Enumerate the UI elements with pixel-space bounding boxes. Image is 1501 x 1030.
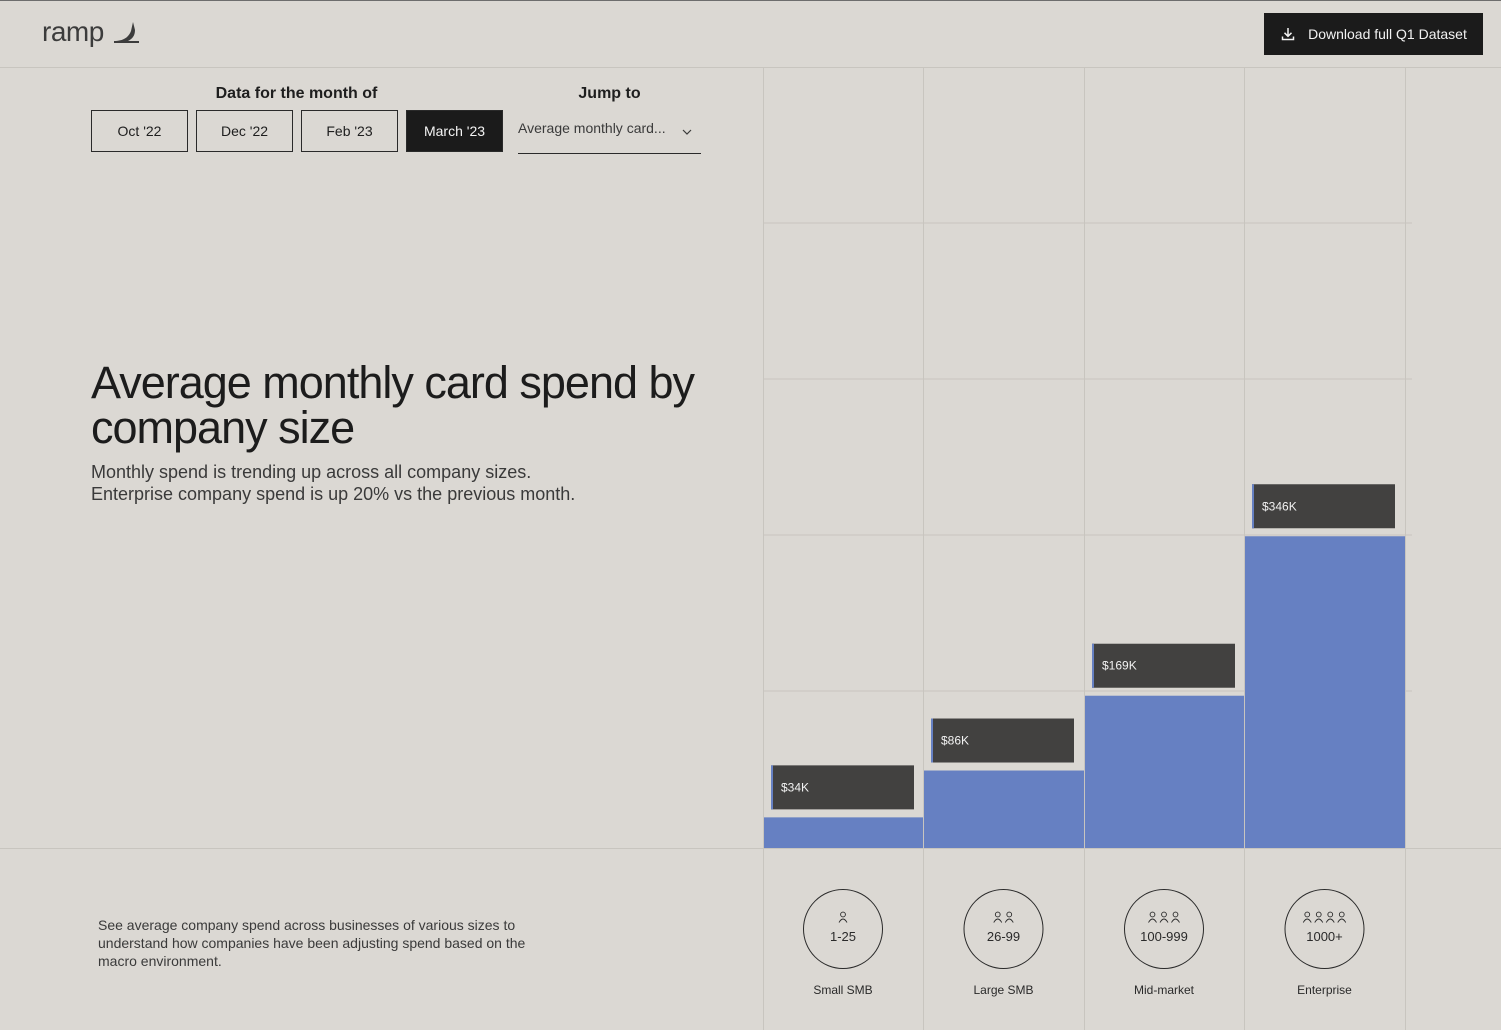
- header-divider: [0, 67, 1501, 68]
- chevron-down-icon: [682, 129, 692, 135]
- page-description: Monthly spend is trending up across all …: [91, 461, 691, 505]
- category-name-3: Enterprise: [1297, 983, 1352, 997]
- category-badge-2: [1124, 889, 1204, 969]
- category-badge-3: [1284, 889, 1365, 969]
- download-icon: [1281, 28, 1295, 41]
- category-code-1: 26-99: [987, 929, 1020, 944]
- jump-to-value: Average monthly card...: [518, 120, 666, 136]
- value-label-accent-2: [1092, 643, 1094, 688]
- category-code-2: 100-999: [1140, 929, 1188, 944]
- month-tabs: Oct '22 Dec '22 Feb '23 March '23: [91, 110, 503, 152]
- value-label-box-0: [771, 765, 914, 810]
- tab-oct-22[interactable]: Oct '22: [91, 110, 188, 152]
- value-label-2: $169K: [1102, 659, 1137, 673]
- value-label-accent-3: [1252, 484, 1254, 529]
- footer-divider: [0, 848, 1501, 849]
- category-name-0: Small SMB: [813, 983, 872, 997]
- tab-feb-23[interactable]: Feb '23: [301, 110, 398, 152]
- value-label-1: $86K: [941, 734, 969, 748]
- page-title: Average monthly card spend by company si…: [91, 357, 695, 453]
- jump-heading: Jump to: [578, 85, 641, 102]
- description-line-1: Monthly spend is trending up across all …: [91, 462, 532, 482]
- ramp-mark-icon: [113, 22, 139, 43]
- bar-2: [1084, 695, 1244, 848]
- ramp-logo[interactable]: ramp: [42, 16, 140, 48]
- logo-text: ramp: [42, 16, 104, 47]
- value-label-box-1: [931, 718, 1074, 763]
- value-label-accent-1: [931, 718, 933, 763]
- category-badge-0: [803, 889, 883, 969]
- people-icon: [1302, 911, 1347, 923]
- category-name-1: Large SMB: [973, 983, 1033, 997]
- value-label-0: $34K: [781, 780, 809, 794]
- footer-description: See average company spend across busines…: [98, 917, 526, 969]
- category-code-3: 1000+: [1306, 929, 1343, 944]
- description-line-2: Enterprise company spend is up 20% vs th…: [91, 484, 576, 504]
- value-label-box-2: [1092, 643, 1235, 688]
- bar-1: [923, 770, 1084, 848]
- people-icon: [993, 911, 1014, 923]
- top-border: [0, 0, 1501, 1]
- value-label-box-3: [1252, 484, 1395, 529]
- category-badge-1: [963, 889, 1044, 969]
- people-icon: [1148, 911, 1180, 923]
- jump-to-select[interactable]: Average monthly card...: [518, 114, 701, 154]
- value-label-3: $346K: [1262, 499, 1297, 513]
- tab-dec-22[interactable]: Dec '22: [196, 110, 293, 152]
- bar-3: [1244, 536, 1405, 848]
- download-dataset-button[interactable]: Download full Q1 Dataset: [1264, 13, 1483, 55]
- value-label-accent-0: [771, 765, 773, 810]
- category-name-2: Mid-market: [1134, 983, 1195, 997]
- category-code-0: 1-25: [830, 929, 856, 944]
- download-label: Download full Q1 Dataset: [1308, 26, 1467, 42]
- tab-march-23[interactable]: March '23: [406, 110, 503, 152]
- bar-0: [763, 817, 923, 848]
- month-heading: Data for the month of: [215, 85, 378, 102]
- people-icon: [838, 911, 848, 923]
